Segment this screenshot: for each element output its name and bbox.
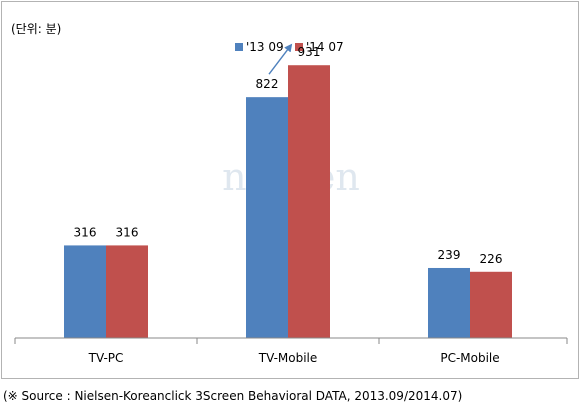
bar [470,271,512,338]
data-label: 239 [438,248,461,262]
source-note: (※ Source : Nielsen-Koreanclick 3Screen … [3,389,463,403]
data-label: 316 [74,225,97,239]
data-label: 931 [298,45,321,59]
data-labels-group: 316 316 822 931 239 226 [74,45,503,266]
bar [428,267,470,338]
legend-label: '14 07 [306,40,344,54]
data-label: 316 [116,225,139,239]
x-tick-label: TV-PC [88,351,124,365]
data-label: 226 [480,252,503,266]
x-axis: TV-PC TV-Mobile PC-Mobile [14,337,568,365]
x-tick-label: TV-Mobile [258,351,318,365]
x-tick-label: PC-Mobile [440,351,499,365]
bar [106,245,148,338]
legend-swatch [295,43,303,51]
increase-arrow [268,43,293,75]
chart-legend: '13 09 '14 07 [235,40,344,54]
bar [246,97,288,339]
unit-label: (단위: 분) [11,22,61,36]
bar [64,245,106,338]
legend-label: '13 09 [246,40,284,54]
bars-group [64,65,512,339]
bar [288,65,330,338]
data-label: 822 [256,77,279,91]
legend-swatch [235,43,243,51]
